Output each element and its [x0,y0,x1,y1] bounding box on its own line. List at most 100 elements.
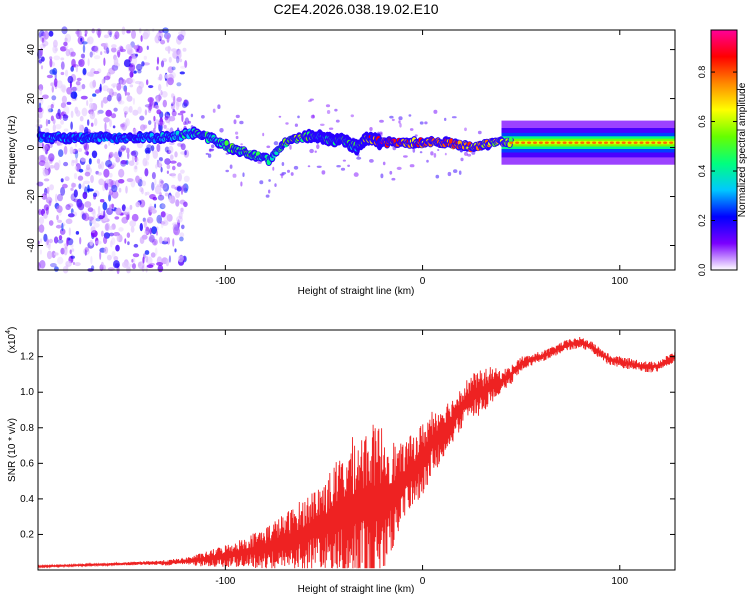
track-speck [266,145,271,149]
noise-speck [175,199,180,207]
noise-speck [151,172,156,180]
noise-speck [65,260,72,267]
noise-speck [90,175,94,183]
noise-speck [184,60,188,68]
noise-speck [60,247,65,255]
noise-speck [80,37,83,42]
track-speck [464,127,467,132]
noise-speck [132,97,135,105]
track-speck [280,173,284,179]
noise-speck [159,117,163,126]
noise-speck [48,243,51,251]
track-speck [467,153,472,157]
noise-speck [78,124,83,133]
spectrogram-frame [37,29,676,271]
track-speck [290,172,294,176]
noise-speck [84,249,87,256]
noise-speck [87,188,94,192]
signal-core [669,141,674,144]
track-speck [309,148,314,154]
noise-speck [158,73,163,81]
noise-speck [160,60,165,68]
noise-speck [111,47,117,53]
noise-speck [103,210,106,218]
noise-speck [48,200,52,207]
noise-speck [87,58,90,67]
noise-speck [75,81,81,86]
noise-speck [80,157,87,162]
noise-speck [146,216,154,224]
noise-speck [71,149,75,153]
noise-speck [167,77,174,86]
noise-speck [106,254,112,261]
spec-y-tick-label: -40 [26,238,37,253]
noise-speck [142,62,150,66]
noise-speck [73,198,80,203]
track-speck [419,121,424,125]
noise-speck [82,183,85,190]
noise-speck [150,145,155,152]
noise-speck [38,208,42,216]
noise-speck [89,239,94,246]
noise-speck [147,97,154,103]
snr-y-tick-label: 0.4 [20,494,34,505]
noise-speck [158,178,164,187]
track-speck [391,118,395,122]
track-speck [211,144,215,148]
noise-speck [92,79,97,88]
track-speck [205,152,209,155]
noise-speck [176,186,182,192]
track-speck [274,183,277,188]
noise-speck [66,87,73,95]
track-speck [451,116,457,119]
noise-speck [160,90,163,96]
noise-speck [168,255,171,263]
track-speck [336,165,341,168]
noise-speck [84,246,90,253]
noise-speck [182,47,187,52]
noise-speck [177,172,182,182]
noise-speck [109,225,114,231]
signal-core [538,141,543,144]
noise-speck [109,31,112,38]
noise-speck [52,45,58,54]
noise-speck [81,41,88,45]
track-speck [379,131,383,135]
noise-speck [130,150,137,156]
noise-speck [175,101,180,111]
noise-speck [129,71,134,78]
noise-speck [130,178,136,188]
noise-speck [92,192,98,198]
track-speck [447,171,452,177]
noise-speck [43,178,50,182]
signal-core [562,141,567,144]
noise-speck [120,145,127,151]
noise-speck [43,213,48,219]
noise-speck [168,145,174,154]
track-speck [369,127,373,131]
snr-multiplier: (x104) [5,327,18,354]
noise-speck [135,201,141,208]
noise-speck [115,244,120,252]
noise-speck [53,39,58,48]
noise-speck [125,44,132,51]
track-speck [403,155,408,158]
noise-speck [177,142,183,147]
noise-speck [39,260,46,269]
signal-core [621,141,626,144]
noise-speck [156,230,158,236]
noise-speck [170,154,174,160]
signal-core [556,141,561,144]
noise-speck [70,187,74,191]
noise-speck [74,150,79,159]
noise-speck [104,182,109,191]
noise-speck [113,107,118,112]
noise-speck [137,106,142,114]
noise-speck [135,161,139,166]
track-speck [239,120,244,125]
noise-speck [42,94,49,100]
noise-speck [151,226,158,235]
noise-speck [66,101,72,105]
noise-speck [104,75,111,81]
track-speck [309,98,314,101]
